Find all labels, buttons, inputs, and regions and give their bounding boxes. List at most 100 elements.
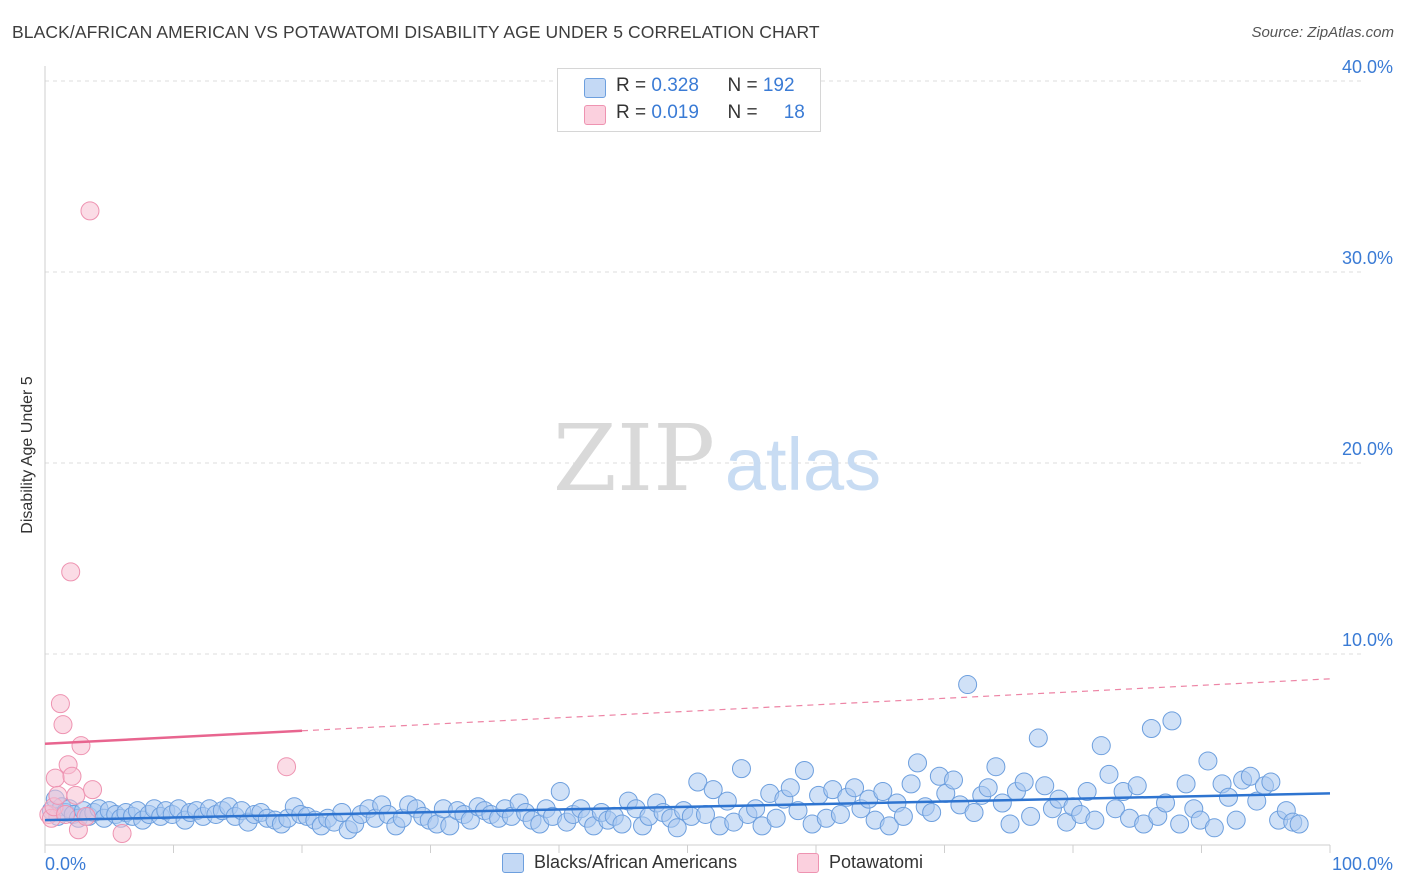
blue-point: [845, 778, 865, 798]
legend-n-value-blue: 192: [762, 75, 795, 96]
blue-point: [780, 778, 800, 798]
pink-point: [71, 736, 91, 756]
blue-point: [688, 772, 708, 792]
pink-point: [83, 780, 103, 800]
x-tick-label: 100.0%: [1332, 854, 1393, 874]
legend-r-value-blue: 0.328: [651, 75, 699, 96]
blue-point: [703, 780, 723, 800]
watermark-zip: ZIP: [553, 405, 715, 512]
blue-point: [1028, 728, 1048, 748]
blue-point: [1099, 764, 1119, 784]
blue-point: [992, 793, 1012, 813]
watermark: ZIP atlas: [553, 405, 881, 512]
blue-point: [922, 803, 942, 823]
blue-points: [41, 675, 1309, 840]
pink-point: [80, 201, 100, 221]
legend-swatch-pink: [584, 105, 606, 125]
axis-layer: [44, 66, 1331, 853]
bottom-legend-label-pink: Potawatomi: [829, 852, 924, 872]
pink-point: [66, 785, 86, 805]
blue-point: [1105, 799, 1125, 819]
blue-point: [1218, 787, 1238, 807]
bottom-legend-swatch-blue: [502, 853, 524, 873]
blue-point: [901, 774, 921, 794]
pink-point: [62, 766, 82, 786]
y-tick-label: 20.0%: [1342, 439, 1393, 459]
pink-point: [112, 824, 132, 844]
pink-trend-line: [44, 729, 303, 746]
blue-point: [958, 675, 978, 695]
legend-n-label-blue: N =: [727, 75, 763, 96]
tick-layer: 10.0% 20.0% 30.0% 40.0% 0.0% 100.0%: [45, 57, 1393, 874]
blue-point: [1247, 791, 1267, 811]
blue-point: [1156, 793, 1176, 813]
blue-point: [1261, 772, 1281, 792]
y-tick-label: 30.0%: [1342, 248, 1393, 268]
blue-point: [1085, 810, 1105, 830]
blue-point: [612, 814, 632, 834]
blue-point: [964, 803, 984, 823]
blue-point: [893, 806, 913, 826]
pink-point: [277, 757, 297, 777]
pink-point: [76, 806, 96, 826]
blue-point: [908, 753, 928, 773]
legend-swatch-blue: [584, 78, 606, 98]
blue-point: [1240, 766, 1260, 786]
bottom-legend-swatch-pink: [797, 853, 819, 873]
blue-point: [717, 791, 737, 811]
blue-point: [1204, 818, 1224, 838]
blue-point: [550, 782, 570, 802]
blue-point: [1176, 774, 1196, 794]
y-tick-label: 10.0%: [1342, 630, 1393, 650]
blue-point: [1226, 810, 1246, 830]
blue-point: [1162, 711, 1182, 731]
x-tick-label: 0.0%: [45, 854, 86, 874]
pink-point: [48, 785, 68, 805]
pink-point: [45, 768, 65, 788]
blue-point: [1035, 776, 1055, 796]
blue-point: [943, 770, 963, 790]
blue-point: [830, 804, 850, 824]
blue-point: [873, 782, 893, 802]
blue-point: [788, 801, 808, 821]
grid-layer: [45, 80, 1365, 655]
blue-point: [1014, 772, 1034, 792]
blue-point: [332, 803, 352, 823]
legend-n-value-pink: 18: [783, 102, 805, 123]
blue-point: [879, 816, 899, 836]
watermark-atlas: atlas: [725, 423, 881, 506]
blue-point: [986, 757, 1006, 777]
pink-points: [39, 201, 297, 844]
pink-point: [53, 715, 73, 735]
legend-r-label-pink: R =: [616, 102, 652, 123]
bottom-legend-label-blue: Blacks/African Americans: [534, 852, 738, 872]
source-label: Source: ZipAtlas.com: [1251, 24, 1394, 41]
legend-r-value-pink: 0.019: [651, 102, 699, 123]
correlation-legend: R = 0.328 N = 192 R = 0.019 N = 18: [557, 68, 821, 132]
blue-point: [1127, 776, 1147, 796]
blue-point: [667, 818, 687, 838]
blue-point: [1170, 814, 1190, 834]
blue-point: [978, 778, 998, 798]
pink-point: [61, 562, 81, 582]
legend-r-label-blue: R =: [616, 75, 652, 96]
blue-point: [1091, 736, 1111, 756]
blue-point: [746, 799, 766, 819]
blue-point: [1141, 718, 1161, 738]
blue-point: [794, 761, 814, 781]
blue-point: [1000, 814, 1020, 834]
blue-point: [1198, 751, 1218, 771]
blue-point: [1289, 814, 1309, 834]
blue-point: [766, 808, 786, 828]
chart-title: BLACK/AFRICAN AMERICAN VS POTAWATOMI DIS…: [12, 22, 820, 42]
blue-point: [1077, 782, 1097, 802]
y-tick-label: 40.0%: [1342, 57, 1393, 77]
trend-layer: [44, 678, 1331, 822]
blue-point: [731, 759, 751, 779]
blue-trend-line: [44, 792, 1331, 822]
blue-point: [1021, 806, 1041, 826]
pink-point: [50, 694, 70, 714]
y-axis-title: Disability Age Under 5: [19, 376, 36, 534]
legend-n-label-pink: N =: [727, 102, 763, 123]
